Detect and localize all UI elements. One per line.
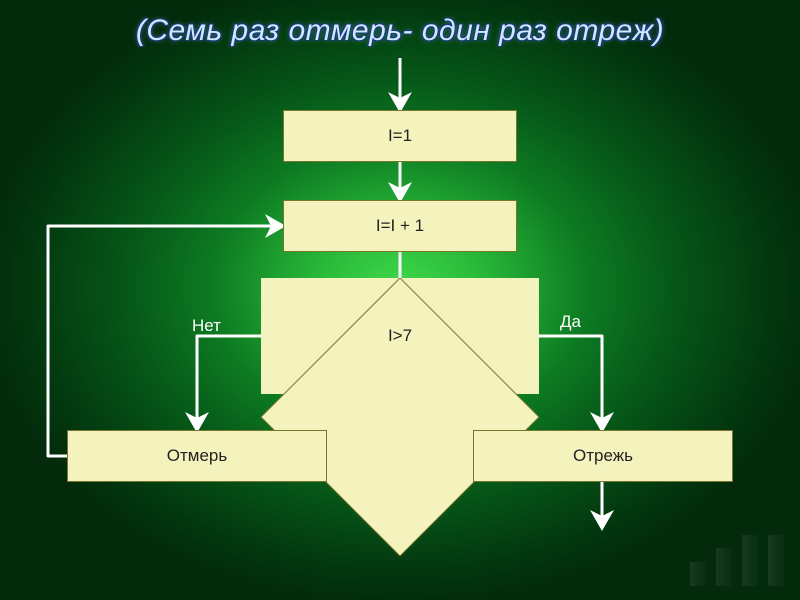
node-cut: Отрежь (473, 430, 733, 482)
node-cut-label: Отрежь (573, 446, 633, 466)
decor-bar (768, 535, 784, 586)
edge-label-yes: Да (560, 312, 581, 332)
node-increment: I=I + 1 (283, 200, 517, 252)
decor-bar (742, 535, 758, 586)
node-increment-label: I=I + 1 (376, 216, 424, 236)
decor-bar (690, 562, 706, 586)
node-init: I=1 (283, 110, 517, 162)
node-init-label: I=1 (388, 126, 412, 146)
decor-bars (634, 526, 784, 586)
node-measure-label: Отмерь (167, 446, 227, 466)
decor-bar (716, 548, 732, 586)
node-measure: Отмерь (67, 430, 327, 482)
edge-label-no: Нет (192, 316, 221, 336)
page-title: (Семь раз отмерь- один раз отреж) (0, 14, 800, 48)
node-condition-label: I>7 (388, 326, 412, 346)
node-condition: I>7 (261, 278, 539, 394)
